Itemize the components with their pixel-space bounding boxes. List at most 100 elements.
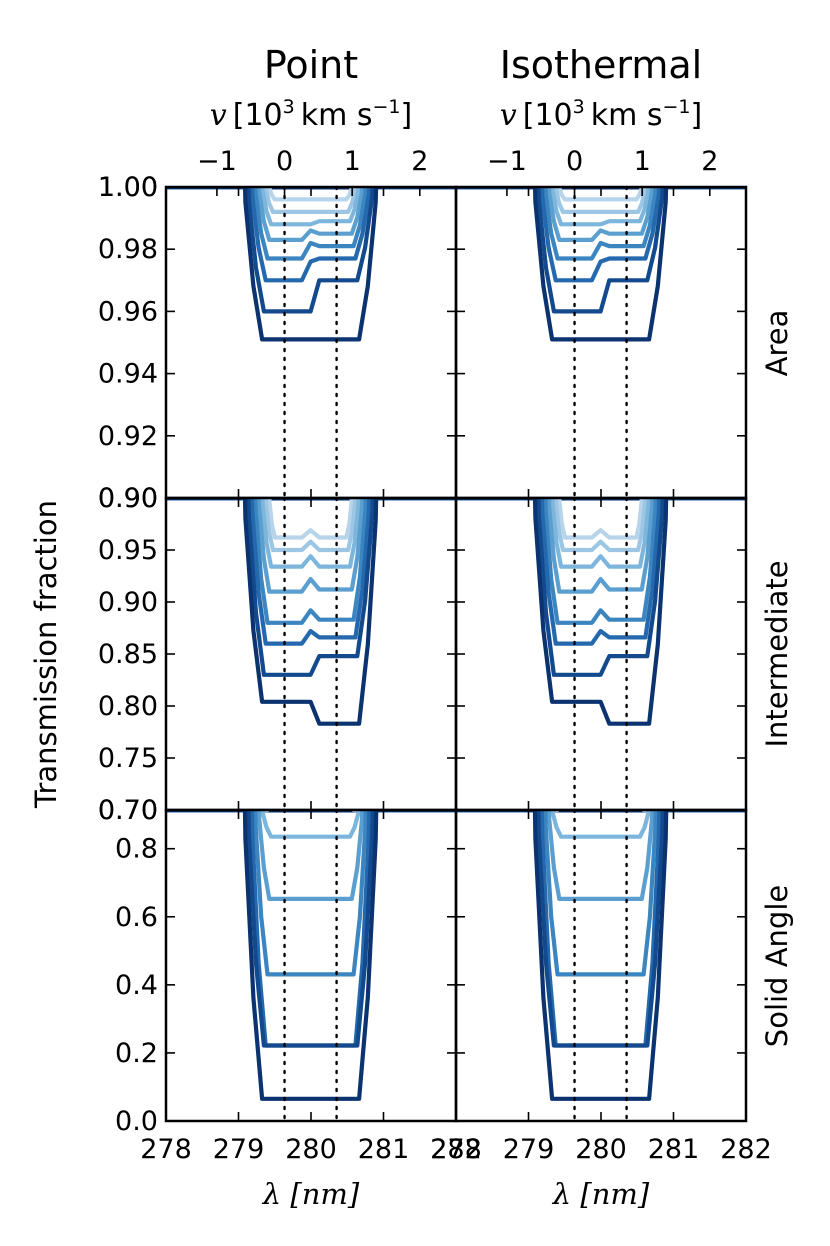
series-line (456, 810, 746, 977)
panel-frame (164, 185, 458, 500)
y-tick-label: 0.85 (98, 639, 158, 670)
series-line (456, 498, 746, 625)
y-tick-label: 0.0 (115, 1106, 158, 1137)
series-line (166, 810, 456, 1101)
y-tick-label: 0.70 (98, 795, 158, 826)
series-line (166, 498, 456, 677)
series-line (456, 810, 746, 839)
series-line (456, 810, 746, 1048)
y-tick-label: 0.94 (98, 359, 158, 390)
x-tick-label: 281 (358, 1134, 410, 1165)
series-line (166, 187, 456, 242)
top-axis-label-units: km s (301, 98, 373, 133)
series-line (166, 498, 456, 540)
top-axis-label-units: km s (591, 98, 663, 133)
top-tick-label: 0 (566, 146, 583, 177)
top-axis-label-var: v (500, 98, 517, 133)
x-tick-label: 280 (575, 1134, 627, 1165)
y-axis-label: Transmission fraction (29, 500, 63, 809)
top-tick-label: 2 (701, 146, 718, 177)
plot-layer: 1.000.980.960.940.920.901.000.950.900.85… (98, 146, 772, 1165)
top-tick-label: −1 (197, 146, 237, 177)
panel-isothermal-intermediate (454, 496, 748, 812)
top-axis-label-exp: 3 (283, 96, 295, 118)
x-axis-label-isothermal: λ [nm] (552, 1177, 650, 1211)
series-line (166, 187, 456, 314)
top-axis-label-open: [10 (523, 98, 573, 133)
series-line (456, 498, 746, 646)
top-tick-label: 0 (276, 146, 293, 177)
x-tick-label: 280 (285, 1134, 337, 1165)
series-line (456, 187, 746, 242)
series-line (456, 187, 746, 202)
column-title-point: Point (264, 43, 358, 87)
top-axis-label-unit-exp: −1 (372, 96, 400, 118)
series-line (166, 498, 456, 594)
y-tick-label: 0.90 (98, 587, 158, 618)
y-tick-label: 0.98 (98, 234, 158, 265)
series-group (456, 498, 746, 726)
series-line (166, 810, 456, 1048)
row-label-intermediate: Intermediate (760, 560, 794, 747)
series-line (166, 810, 456, 901)
series-line (456, 187, 746, 227)
series-line (456, 187, 746, 314)
panel-frame (454, 185, 748, 500)
x-axis-label-text: λ [nm] (552, 1177, 650, 1211)
y-tick-label: 0.70 (98, 795, 158, 826)
series-line (456, 810, 746, 1048)
panel-isothermal-area (454, 185, 748, 500)
y-tick-label: 0.75 (98, 743, 158, 774)
series-group (166, 498, 456, 726)
top-axis-label-point: v [103 km s−1] (210, 96, 412, 133)
top-tick-label: 2 (411, 146, 428, 177)
series-line (456, 498, 746, 594)
series-group (166, 187, 456, 342)
series-line (456, 187, 746, 214)
y-tick-label: 0.2 (115, 1038, 158, 1069)
x-tick-label: 278 (140, 1134, 192, 1165)
y-tick-label: 0.90 (98, 483, 158, 514)
series-group (456, 187, 746, 342)
series-line (456, 498, 746, 726)
series-line (456, 498, 746, 569)
panel-frame (454, 808, 748, 1123)
series-line (456, 187, 746, 261)
y-tick-label: 0.6 (115, 902, 158, 933)
series-line (166, 187, 456, 227)
series-line (166, 498, 456, 569)
panel-point-solid_angle: 0.8 0.6 0.4 0.2 0.0 0.70 (98, 795, 458, 1137)
series-line (166, 498, 456, 646)
top-axis-label-close: ] (691, 98, 703, 133)
x-axis-label-point: λ [nm] (262, 1177, 360, 1211)
series-line (456, 187, 746, 283)
series-line (166, 810, 456, 1048)
series-line (456, 810, 746, 1101)
x-tick-label: 279 (503, 1134, 555, 1165)
y-tick-label: 0.92 (98, 421, 158, 452)
series-line (166, 498, 456, 726)
panel-point-intermediate: 0.95 0.90 0.85 0.80 0.75 0.70 0.90 (98, 483, 458, 826)
x-axis-label-text: λ [nm] (262, 1177, 360, 1211)
series-line (456, 498, 746, 540)
series-line (456, 498, 746, 553)
top-axis-label-isothermal: v [103 km s−1] (500, 96, 702, 133)
x-tick-label: 282 (720, 1134, 772, 1165)
y-tick-label: 0.90 (98, 483, 158, 514)
series-line (456, 498, 746, 677)
y-tick-label: 1.00 (98, 172, 158, 203)
series-line (166, 187, 456, 283)
top-axis-label-var: v (210, 98, 227, 133)
row-label-solid-angle: Solid Angle (760, 885, 794, 1047)
series-line (166, 187, 456, 261)
top-axis-label-unit-exp: −1 (662, 96, 690, 118)
y-tick-label: 0.95 (98, 535, 158, 566)
series-line (166, 187, 456, 202)
series-line (166, 498, 456, 553)
series-line (166, 187, 456, 214)
top-axis-label-close: ] (401, 98, 413, 133)
series-line (456, 810, 746, 901)
top-axis-label-exp: 3 (573, 96, 585, 118)
y-tick-label: 0.8 (115, 834, 158, 865)
